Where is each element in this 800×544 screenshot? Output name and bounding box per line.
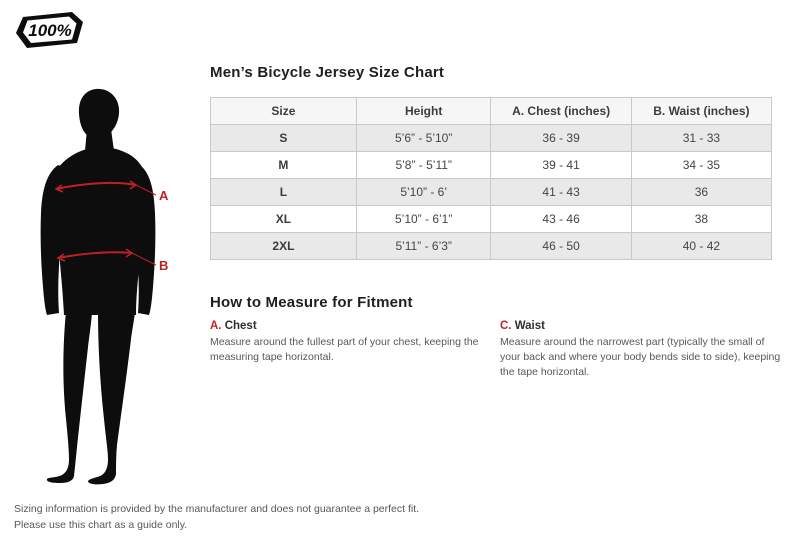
silhouette-torso [54,147,145,315]
height-cell: 5’8” - 5’11” [355,151,492,179]
silhouette-neck [85,129,114,151]
chest-cell: 46 - 50 [490,232,632,260]
size-cell: XL [210,205,357,233]
table-row-m: M 5’8” - 5’11” 39 - 41 34 - 35 [210,151,773,179]
table-header-row: Size Height A. Chest (inches) B. Waist (… [210,97,773,125]
size-cell: 2XL [210,232,357,260]
silhouette-right-arm [133,165,156,315]
figure-label-b: B [159,258,168,273]
disclaimer-line-1: Sizing information is provided by the ma… [14,503,420,515]
measure-description: Measure around the fullest part of your … [210,336,479,364]
brand-logo-text: 100% [28,21,71,40]
chest-cell: 43 - 46 [490,205,632,233]
chest-cell: 39 - 41 [490,151,632,179]
table-row-l: L 5’10” - 6’ 41 - 43 36 [210,178,773,206]
waist-cell: 34 - 35 [630,151,773,179]
height-cell: 5’6” - 5’10” [355,124,492,152]
measure-letter: A. [210,320,222,332]
measure-description: Measure around the narrowest part (typic… [500,336,781,379]
height-cell: 5’10” - 6’1” [355,205,492,233]
table-row-xl: XL 5’10” - 6’1” 43 - 46 38 [210,205,773,233]
brand-logo: 100% [14,10,86,50]
measure-letter: C. [500,320,512,332]
measure-item-waist: C. Waist Measure around the narrowest pa… [500,320,782,381]
height-cell: 5’11” - 6’3” [355,232,492,260]
measure-section-title: How to Measure for Fitment [210,294,413,311]
fitment-figure: A B [30,85,200,485]
measure-item-heading: A. Chest [210,320,492,332]
column-header-chest: A. Chest (inches) [490,97,632,125]
chest-cell: 36 - 39 [490,124,632,152]
waist-cell: 38 [630,205,773,233]
size-cell: S [210,124,357,152]
waist-cell: 36 [630,178,773,206]
silhouette-right-leg [88,311,135,485]
brand-logo-icon: 100% [16,12,83,48]
size-chart-table: Size Height A. Chest (inches) B. Waist (… [210,97,773,260]
silhouette-head [78,88,120,139]
sizing-disclaimer: Sizing information is provided by the ma… [14,502,434,534]
measure-item-chest: A. Chest Measure around the fullest part… [210,320,492,365]
size-cell: M [210,151,357,179]
waist-cell: 40 - 42 [630,232,773,260]
page-title: Men’s Bicycle Jersey Size Chart [210,64,445,81]
measure-name: Chest [224,320,257,332]
height-cell: 5’10” - 6’ [355,178,492,206]
chest-cell: 41 - 43 [490,178,632,206]
waist-cell: 31 - 33 [630,124,773,152]
figure-label-a: A [159,188,169,203]
measure-item-heading: C. Waist [500,320,782,332]
measure-name: Waist [514,320,545,332]
column-header-height: Height [355,97,492,125]
size-cell: L [210,178,357,206]
table-row-2xl: 2XL 5’11” - 6’3” 46 - 50 40 - 42 [210,232,773,260]
table-row-s: S 5’6” - 5’10” 36 - 39 31 - 33 [210,124,773,152]
column-header-waist: B. Waist (inches) [630,97,773,125]
silhouette-left-leg [46,311,92,483]
silhouette-left-arm [40,165,66,315]
disclaimer-line-2: Please use this chart as a guide only. [14,518,188,531]
body-silhouette: A B [40,88,169,485]
waist-measure-line [56,248,157,266]
chest-measure-line [54,180,157,196]
column-header-size: Size [210,97,357,125]
